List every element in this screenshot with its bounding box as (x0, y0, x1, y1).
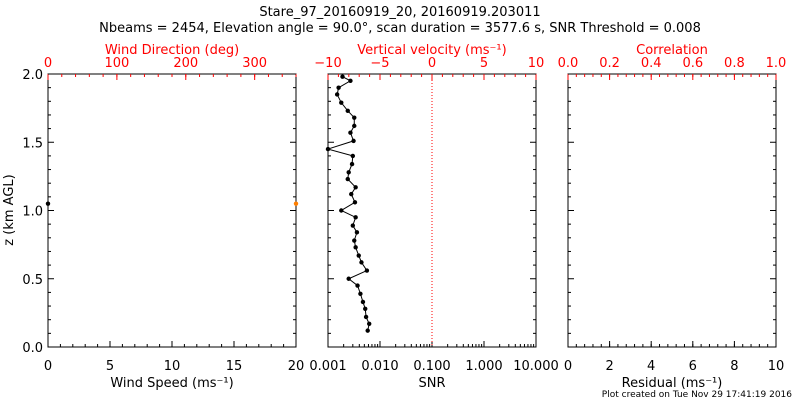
x2-tick-label: 10 (528, 56, 545, 71)
data-point (349, 161, 355, 167)
data-point (355, 283, 360, 288)
data-point (352, 123, 357, 129)
data-point (363, 314, 369, 320)
data-point (364, 268, 370, 273)
x-tick-label: 20 (288, 359, 305, 374)
x2-tick-label: −5 (370, 56, 389, 71)
x2-tick-label: 0.8 (724, 56, 745, 71)
correlation-axis: 0.0 0.2 0.4 0.6 0.8 1.0 (558, 56, 787, 80)
data-point (334, 92, 340, 97)
x2-tick-label: 0.4 (641, 56, 662, 71)
data-point (346, 276, 351, 281)
wind-direction-axis: 0 100 200 300 (44, 56, 297, 80)
y-tick-label: 0.0 (22, 341, 43, 356)
data-point (346, 170, 351, 175)
data-point (336, 85, 341, 90)
panel-snr: 0.001 0.010 0.100 1.000 10.000 −10 −5 0 5 10 SNR… (309, 43, 558, 391)
x-tick-label: 0 (44, 359, 52, 374)
data-point (353, 245, 358, 250)
residual-axis-label: Residual (ms⁻¹) (622, 376, 723, 391)
wind-data (45, 201, 299, 206)
data-point (293, 201, 299, 206)
correlation-axis-label: Correlation (636, 43, 708, 58)
height-axis-label: z (km AGL) (2, 174, 17, 245)
wind-speed-axis: 0 5 10 15 20 (44, 341, 304, 374)
data-point (353, 215, 358, 220)
x2-tick-label: 1.0 (766, 56, 787, 71)
data-point (345, 176, 350, 182)
x-tick-label: 4 (647, 359, 655, 374)
data-point (358, 291, 363, 296)
wind-speed-axis-label: Wind Speed (ms⁻¹) (110, 376, 233, 391)
residual-axis: 0 2 4 6 8 10 (564, 341, 784, 374)
residual-height-ticks (568, 73, 776, 348)
x2-tick-label: −10 (314, 56, 341, 71)
data-point (348, 130, 353, 135)
x2-tick-label: 0 (44, 56, 52, 71)
data-point (325, 146, 331, 152)
x2-tick-label: 0.2 (599, 56, 620, 71)
data-point (365, 328, 370, 333)
data-point (345, 108, 350, 114)
data-point (352, 200, 358, 205)
x2-tick-label: 300 (242, 56, 267, 71)
data-point (367, 321, 372, 326)
snr-data (325, 74, 372, 333)
figure-title: Stare_97_20160919_20, 20160919.203011 (259, 5, 540, 20)
data-point (354, 230, 360, 235)
snr-height-ticks (328, 73, 536, 348)
snr-axis: 0.001 0.010 0.100 1.000 10.000 (309, 341, 559, 374)
x2-tick-label: 0.0 (558, 56, 579, 71)
height-axis: 0.0 0.5 1.0 1.5 2.0 (22, 68, 296, 356)
data-point (363, 306, 368, 311)
x-tick-label: 15 (226, 359, 243, 374)
data-point (352, 238, 357, 243)
data-point (352, 115, 357, 120)
x2-tick-label: 0.6 (682, 56, 703, 71)
y-tick-label: 2.0 (22, 68, 43, 83)
x-tick-label: 0 (564, 359, 572, 374)
data-point (351, 138, 356, 144)
y-tick-label: 1.0 (22, 205, 43, 220)
data-point (353, 185, 358, 190)
snr-axis-label: SNR (418, 376, 445, 391)
vertical-velocity-axis: −10 −5 0 5 10 (314, 56, 544, 80)
x-tick-label: 10.000 (513, 359, 559, 374)
data-point (356, 253, 361, 258)
x-tick-label: 0.001 (309, 359, 346, 374)
data-point (339, 100, 344, 105)
data-point (340, 74, 345, 79)
x-tick-label: 8 (730, 359, 738, 374)
x-tick-label: 10 (768, 359, 785, 374)
x2-tick-label: 200 (173, 56, 198, 71)
plot-created-footer: Plot created on Tue Nov 29 17:41:19 2016 (602, 390, 792, 400)
data-point (45, 201, 51, 206)
y-tick-label: 0.5 (22, 273, 43, 288)
x2-tick-label: 5 (480, 56, 488, 71)
panel-residual: 0 2 4 6 8 10 0.0 0.2 0.4 0.6 0.8 1.0 Residual (ms⁻… (558, 43, 787, 391)
vertical-velocity-axis-label: Vertical velocity (ms⁻¹) (357, 43, 506, 58)
x-tick-label: 0.010 (361, 359, 398, 374)
y-tick-label: 1.5 (22, 136, 43, 151)
x-tick-label: 10 (164, 359, 181, 374)
data-point (348, 78, 353, 84)
data-point (360, 299, 366, 305)
x2-tick-label: 100 (104, 56, 129, 71)
x2-tick-label: 0 (428, 56, 436, 71)
data-point (349, 191, 354, 197)
data-point (350, 223, 356, 228)
wind-direction-axis-label: Wind Direction (deg) (105, 43, 239, 58)
x-tick-label: 6 (689, 359, 697, 374)
data-point (339, 208, 344, 213)
figure-subtitle: Nbeams = 2454, Elevation angle = 90.0°, … (99, 21, 701, 36)
panel-wind: 0 5 10 15 20 0 100 200 300 0.0 0.5 1.0 1.5 2.0 Wind… (2, 43, 304, 391)
x-tick-label: 5 (106, 359, 114, 374)
x-tick-label: 0.100 (413, 359, 450, 374)
x-tick-label: 2 (605, 359, 613, 374)
data-point (359, 260, 364, 265)
data-point (350, 153, 356, 159)
x-tick-label: 1.000 (465, 359, 502, 374)
